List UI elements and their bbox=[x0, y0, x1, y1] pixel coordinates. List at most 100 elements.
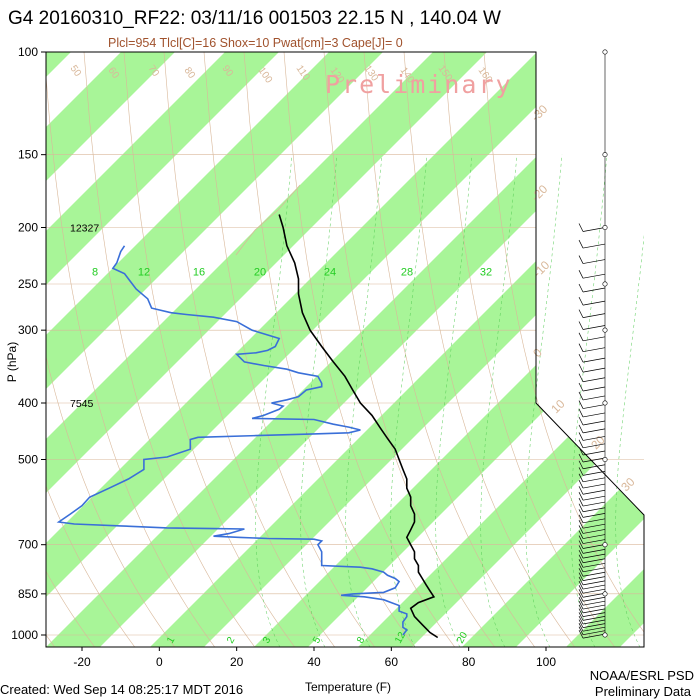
wind-barb-flag bbox=[578, 576, 584, 586]
x-tick-label: 20 bbox=[230, 655, 244, 669]
wind-barb bbox=[582, 623, 606, 628]
wind-barb bbox=[582, 336, 606, 342]
moisture-band bbox=[462, 465, 644, 647]
mixing-ratio-label: 24 bbox=[324, 267, 336, 279]
x-tick-label: -20 bbox=[73, 655, 91, 669]
wind-barb-flag bbox=[578, 270, 584, 279]
chart-subtitle: Plcl=954 Tlcl[C]=16 Shox=10 Pwat[cm]=3 C… bbox=[108, 36, 403, 50]
wind-barb-flag bbox=[578, 460, 584, 469]
wind-barb bbox=[582, 412, 606, 418]
dewpoint-profile bbox=[56, 245, 408, 636]
wind-barb-flag bbox=[578, 572, 584, 581]
dry-adiabat-line bbox=[283, 52, 456, 647]
wind-barb bbox=[582, 471, 606, 476]
wind-barb bbox=[582, 600, 606, 606]
wind-barb-flag bbox=[578, 619, 584, 628]
wind-barb bbox=[582, 386, 606, 392]
wind-barb-flag bbox=[578, 593, 584, 602]
x-axis-label: Temperature (F) bbox=[305, 680, 392, 694]
wind-barb-flag bbox=[578, 626, 584, 635]
wind-station-marker bbox=[602, 225, 608, 231]
mixing-ratio-label: 16 bbox=[193, 267, 205, 279]
moisture-band bbox=[46, 52, 71, 77]
wind-barb bbox=[582, 428, 606, 434]
y-tick-label: 500 bbox=[18, 452, 38, 466]
wind-barb bbox=[582, 562, 606, 568]
wind-barb-flag bbox=[578, 585, 584, 594]
moist-adiabat-line bbox=[255, 154, 293, 647]
wind-barb bbox=[582, 477, 606, 483]
wind-barb-flag bbox=[578, 535, 584, 544]
wind-station-marker bbox=[602, 49, 608, 55]
wind-barb bbox=[582, 501, 606, 507]
wind-barb bbox=[582, 604, 606, 610]
moisture-bands bbox=[46, 52, 644, 647]
dry-adiabat-line bbox=[46, 72, 216, 647]
wind-barb bbox=[582, 243, 606, 249]
wind-barb bbox=[582, 619, 606, 625]
plot-frame bbox=[45, 51, 645, 648]
wind-barb-flag bbox=[578, 525, 584, 534]
moist-adiabat-line bbox=[480, 154, 518, 647]
wind-barb-flag bbox=[578, 615, 584, 625]
wind-station-marker bbox=[602, 542, 608, 548]
wind-barb bbox=[582, 596, 606, 602]
wind-barb bbox=[582, 612, 606, 617]
dry-adiabat-line bbox=[83, 52, 256, 647]
height-label: 7545 bbox=[70, 398, 94, 410]
wind-barb bbox=[582, 507, 606, 513]
wind-barb-flag bbox=[578, 580, 584, 590]
y-tick-label: 100 bbox=[18, 45, 38, 59]
x-tick-label: 100 bbox=[536, 655, 556, 669]
wind-station-marker bbox=[602, 456, 608, 462]
wind-station-marker bbox=[602, 152, 608, 158]
y-tick-label: 850 bbox=[18, 587, 38, 601]
wind-barb-flag bbox=[578, 589, 584, 598]
y-tick-label: 250 bbox=[18, 277, 38, 291]
wind-barb bbox=[582, 483, 606, 489]
moist-adiabat-line bbox=[615, 234, 644, 647]
y-axis-label: P (hPa) bbox=[5, 341, 20, 383]
moist-adiabat-line bbox=[661, 155, 697, 648]
wind-barb-flag bbox=[578, 612, 584, 621]
wind-barb bbox=[582, 300, 606, 306]
bottom-mixing-label: 12 bbox=[393, 630, 408, 646]
wind-barb-flag bbox=[578, 540, 584, 549]
moisture-band bbox=[46, 52, 591, 597]
wind-barb bbox=[582, 313, 606, 318]
moist-adiabat-line bbox=[570, 154, 608, 647]
bottom-mixing-label: 5 bbox=[311, 635, 324, 646]
mixing-ratio-label: 8 bbox=[92, 267, 98, 279]
wind-barb-flag bbox=[578, 332, 584, 341]
wind-barb-flag bbox=[578, 432, 584, 441]
bottom-mixing-label: 3 bbox=[261, 635, 274, 646]
wind-barb-flag bbox=[578, 514, 584, 523]
wind-barb-flag bbox=[578, 559, 584, 568]
y-tick-label: 150 bbox=[18, 148, 38, 162]
wind-barb-flag bbox=[578, 503, 584, 512]
wind-barb-flag bbox=[578, 608, 584, 617]
wind-barb-flag bbox=[578, 486, 584, 495]
credit-line-1: NOAA/ESRL PSD bbox=[589, 668, 694, 683]
wind-barb-flag bbox=[578, 296, 584, 306]
dry-adiabat-line bbox=[403, 52, 576, 647]
wind-barbs bbox=[578, 49, 608, 639]
moisture-band bbox=[46, 52, 644, 647]
wind-barb-flag bbox=[578, 408, 584, 418]
dry-adiabat-line bbox=[46, 570, 96, 647]
wind-station-marker bbox=[602, 632, 608, 638]
wind-station-marker bbox=[602, 281, 608, 287]
wind-barb bbox=[582, 377, 606, 383]
wind-barb bbox=[582, 549, 606, 554]
wind-barb-flag bbox=[578, 604, 584, 614]
dry-adiabat-line bbox=[443, 52, 616, 647]
wind-station-marker bbox=[602, 327, 608, 333]
moisture-band bbox=[46, 52, 175, 182]
wind-barb bbox=[582, 576, 606, 581]
wind-barb bbox=[582, 558, 606, 564]
wind-barb-flag bbox=[578, 446, 584, 456]
wind-barb bbox=[582, 489, 606, 495]
preliminary-watermark: Preliminary bbox=[325, 70, 513, 99]
y-tick-label: 700 bbox=[18, 538, 38, 552]
